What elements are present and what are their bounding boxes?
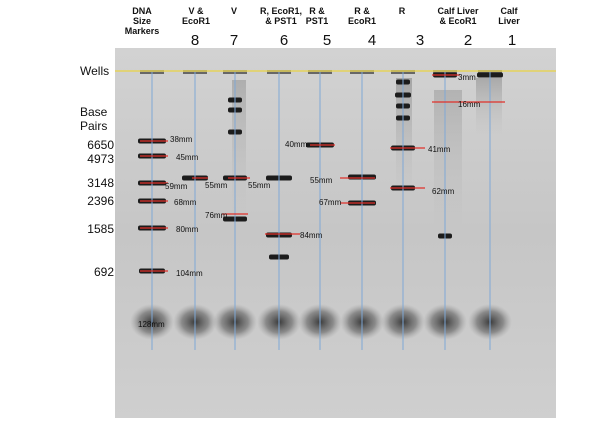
mm-label: 55mm: [248, 181, 271, 190]
lane-header-markers: DNA Size Markers: [124, 6, 160, 36]
lane-header-3: R: [398, 6, 406, 16]
lane-line-layer: [151, 72, 491, 350]
bp-2396: 2396: [87, 194, 114, 208]
bp-4973: 4973: [87, 152, 114, 166]
mm-label: 62mm: [432, 187, 455, 196]
lane-smear: [476, 78, 502, 138]
wells-label: Wells: [80, 64, 110, 78]
lane-header-2: Calf Liver & EcoR1: [437, 6, 479, 26]
lane-header-6: R, EcoR1, & PST1: [259, 6, 302, 26]
lane-number-4: 4: [367, 32, 377, 49]
bp-692: 692: [93, 265, 114, 279]
mm-label: 38mm: [170, 135, 193, 144]
mm-label: 68mm: [174, 198, 197, 207]
mm-label: 3mm: [458, 73, 476, 82]
lane-number-2: 2: [463, 32, 473, 49]
mm-label: 59mm: [165, 182, 188, 191]
lane-header-5: R & PST1: [305, 6, 329, 26]
lane-header-7: V: [230, 6, 237, 16]
lane-header-4: R & EcoR1: [347, 6, 376, 26]
base-pairs-title-line-2: Pairs: [80, 119, 108, 133]
lane-header-1: Calf Liver: [498, 6, 520, 26]
mm-label: 67mm: [319, 198, 342, 207]
mm-label: 40mm: [285, 140, 308, 149]
dye-front-layer: [130, 304, 512, 340]
lane-number-1: 1: [507, 32, 517, 49]
bp-1585: 1585: [87, 222, 114, 236]
lane-number-5: 5: [322, 32, 332, 49]
lane-number-6: 6: [279, 32, 289, 49]
lane-number-3: 3: [415, 32, 425, 49]
mm-label: 16mm: [458, 100, 481, 109]
distance-marker-layer: [140, 74, 505, 272]
mm-label: 55mm: [310, 176, 333, 185]
mm-label: 84mm: [300, 231, 323, 240]
base-pairs-title-line-1: Base: [80, 105, 108, 119]
mm-label: 104mm: [176, 269, 203, 278]
lane-smear: [434, 90, 462, 240]
lane-header-8: V & EcoR1: [181, 6, 210, 26]
bp-6650: 6650: [87, 138, 114, 152]
lane-number-8: 8: [190, 32, 200, 49]
bp-3148: 3148: [87, 176, 114, 190]
mm-label: 80mm: [176, 225, 199, 234]
base-pairs-axis: Base Pairs 6650 4973 3148 2396 1585 692: [80, 106, 114, 286]
mm-label: 41mm: [428, 145, 451, 154]
lane-number-7: 7: [229, 32, 239, 49]
mm-label: 128mm: [138, 320, 165, 329]
mm-label: 45mm: [176, 153, 199, 162]
mm-label: 76mm: [205, 211, 228, 220]
mm-label: 55mm: [205, 181, 228, 190]
